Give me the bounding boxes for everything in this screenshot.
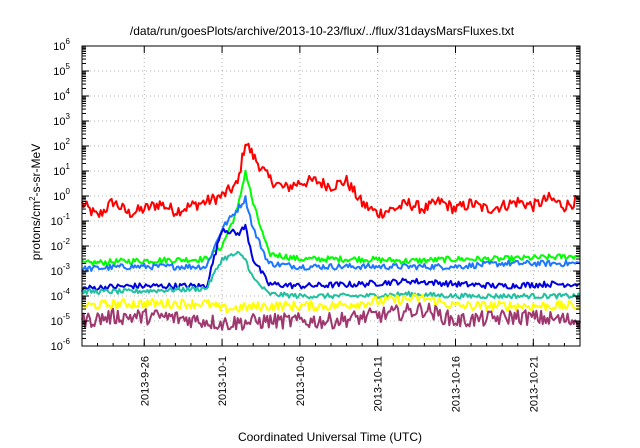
y-tick-label-exp: 0 [66, 187, 71, 196]
y-tick-label: 103 [53, 112, 70, 128]
x-tick-label: 2013-10-6 [295, 356, 307, 406]
y-tick-label-exp: 2 [66, 137, 71, 146]
series-line [81, 223, 581, 292]
y-tick-label-base: 10 [53, 116, 65, 128]
y-tick-label-exp: 3 [66, 112, 71, 121]
y-tick-label-exp: 5 [66, 62, 71, 71]
y-tick-label: 10-6 [51, 337, 71, 353]
series-line [81, 195, 581, 273]
y-axis-title: protons/cm2-s-sr-MeV [28, 144, 43, 260]
y-tick-label: 105 [53, 62, 70, 78]
x-tick-label: 2013-10-21 [528, 356, 540, 412]
series-line [81, 250, 581, 300]
x-axis-title: Coordinated Universal Time (UTC) [238, 430, 422, 444]
y-tick-labels: 10610510410310210110010-110-210-310-410-… [51, 37, 71, 353]
y-tick-label-base: 10 [53, 191, 65, 203]
y-tick-label-base: 10 [53, 66, 65, 78]
y-tick-label-base: 10 [53, 41, 65, 53]
series-line [81, 302, 581, 331]
y-axis-title-base: protons/cm [29, 201, 43, 260]
series-line [81, 142, 581, 219]
x-tick-label: 2013-10-1 [217, 356, 229, 406]
y-tick-label-exp: -6 [63, 337, 71, 346]
y-tick-label-base: 10 [51, 291, 63, 303]
y-axis-title-rest: -s-sr-MeV [29, 144, 43, 197]
y-tick-label: 10-1 [51, 212, 71, 228]
y-tick-label: 106 [53, 37, 70, 53]
y-tick-label-base: 10 [51, 341, 63, 353]
y-tick-label-base: 10 [51, 241, 63, 253]
series-group [81, 142, 581, 331]
series-line [81, 169, 581, 267]
y-tick-label-exp: 6 [66, 37, 71, 46]
y-tick-label-exp: -2 [63, 237, 71, 246]
y-tick-label-exp: 1 [66, 162, 71, 171]
x-tick-labels: 2013-9-26 2013-10-1 2013-10-6 2013-10-11 201… [139, 356, 540, 412]
y-tick-label-base: 10 [51, 216, 63, 228]
series-line [81, 293, 581, 314]
y-tick-label-exp: -5 [63, 312, 71, 321]
y-tick-label-exp: -3 [63, 262, 71, 271]
y-tick-label-base: 10 [53, 91, 65, 103]
y-axis-title-sup: 2 [28, 196, 37, 201]
chart-title: /data/run/goesPlots/archive/2013-10-23/f… [130, 24, 515, 38]
y-tick-label: 101 [53, 162, 70, 178]
x-tick-label: 2013-9-26 [139, 356, 151, 406]
y-tick-label-exp: -4 [63, 287, 71, 296]
y-tick-label-base: 10 [53, 141, 65, 153]
y-tick-label-base: 10 [53, 166, 65, 178]
y-tick-label-exp: 4 [66, 87, 71, 96]
y-tick-label: 10-4 [51, 287, 71, 303]
y-tick-label-base: 10 [51, 316, 63, 328]
y-tick-label: 10-3 [51, 262, 71, 278]
y-tick-label: 10-2 [51, 237, 71, 253]
x-tick-label: 2013-10-16 [451, 356, 463, 412]
y-tick-label-exp: -1 [63, 212, 71, 221]
tick-marks [81, 45, 581, 347]
y-tick-label: 100 [53, 187, 70, 203]
x-tick-label: 2013-10-11 [373, 356, 385, 411]
y-tick-label: 10-5 [51, 312, 71, 328]
y-tick-label: 104 [53, 87, 70, 103]
y-tick-label: 102 [53, 137, 70, 153]
y-tick-label-base: 10 [51, 266, 63, 278]
